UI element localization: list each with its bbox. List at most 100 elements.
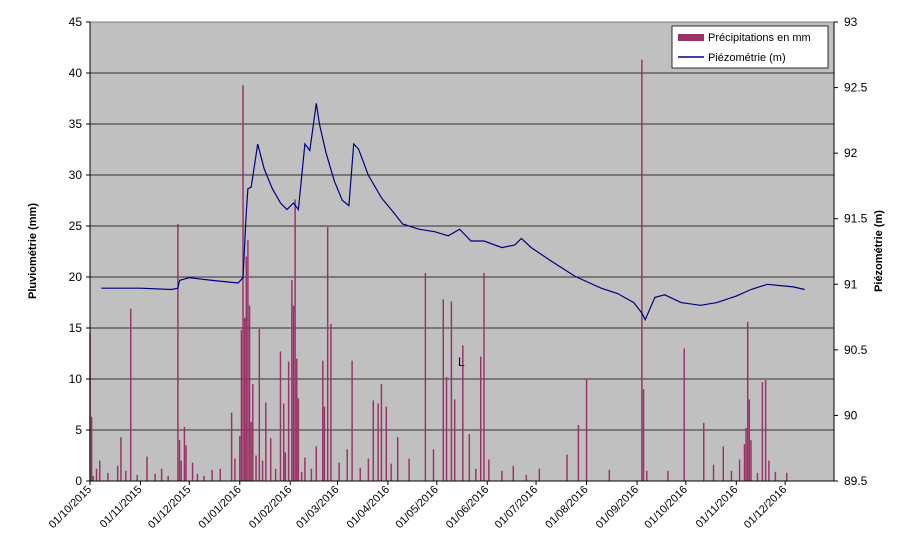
left-tick-label: 5 xyxy=(75,423,82,437)
precipitation-bar xyxy=(296,358,298,481)
precipitation-bar xyxy=(240,330,243,481)
precipitation-bar xyxy=(283,403,285,481)
left-tick-label: 10 xyxy=(69,372,83,386)
precipitation-bar xyxy=(297,398,300,481)
precipitation-bar xyxy=(525,474,528,481)
precipitation-bar xyxy=(768,460,770,481)
precipitation-bar xyxy=(501,470,503,481)
precipitation-bar xyxy=(177,223,179,481)
left-tick-label: 15 xyxy=(69,321,83,335)
precipitation-bar xyxy=(185,445,187,481)
left-tick-label: 20 xyxy=(69,270,83,284)
precipitation-bar xyxy=(488,459,490,481)
left-tick-label: 35 xyxy=(69,117,83,131)
right-tick-label: 90 xyxy=(844,408,858,422)
precipitation-bar xyxy=(95,468,98,481)
legend-box xyxy=(671,25,829,69)
precipitation-bar xyxy=(377,403,379,481)
precipitation-bar xyxy=(90,416,93,481)
precipitation-bar xyxy=(274,468,277,481)
precipitation-bar xyxy=(323,406,326,481)
precipitation-bar xyxy=(538,468,541,481)
precipitation-bar xyxy=(120,437,122,481)
precipitation-bar xyxy=(442,299,445,481)
precipitation-bar xyxy=(304,457,306,481)
precipitation-bar xyxy=(92,475,94,481)
precipitation-bar xyxy=(351,360,353,481)
precipitation-bar xyxy=(248,305,251,481)
right-tick-label: 91 xyxy=(844,277,858,291)
x-axis-ticks: 01/10/2015 01/11/2015 01/12/2015 01/01/2016… xyxy=(47,480,834,531)
precipitation-bar xyxy=(160,468,163,481)
precipitation-bar xyxy=(764,380,767,481)
legend-swatch-bars xyxy=(678,34,704,41)
precipitation-bar xyxy=(512,465,515,481)
precipitation-bar xyxy=(99,460,101,481)
left-tick-label: 45 xyxy=(69,15,83,29)
precipitation-bar xyxy=(230,412,233,481)
precipitation-bar xyxy=(250,421,252,481)
precipitation-bar xyxy=(247,240,249,481)
precipitation-bar xyxy=(239,436,241,481)
precipitation-bar xyxy=(468,434,471,481)
x-tick-label: 01/08/2016 xyxy=(543,484,590,531)
x-tick-label: 01/10/2016 xyxy=(643,484,690,531)
precipitation-bar xyxy=(125,470,127,481)
precipitation-bar xyxy=(746,321,749,481)
precipitation-bar xyxy=(450,301,453,481)
precipitation-bar xyxy=(196,473,199,481)
left-tick-label: 0 xyxy=(75,474,82,488)
precipitation-bar xyxy=(287,361,290,481)
precipitation-bar xyxy=(380,384,383,481)
x-tick-label: 01/10/2015 xyxy=(47,484,94,531)
precipitation-bar xyxy=(396,437,399,481)
precipitation-bar xyxy=(475,468,477,481)
left-axis-ticks: 0 5 10 15 20 25 30 35 40 45 xyxy=(69,15,91,488)
precipitation-bar xyxy=(774,471,777,481)
precipitation-bar xyxy=(234,458,236,481)
precipitation-bar xyxy=(372,400,375,481)
precipitation-bar xyxy=(667,470,669,481)
right-tick-label: 89.5 xyxy=(844,474,868,488)
precipitation-bar xyxy=(116,465,119,481)
precipitation-bar xyxy=(424,272,427,481)
precipitation-bar xyxy=(577,424,580,481)
legend-label-bars: Précipitations en mm xyxy=(708,32,811,44)
x-tick-label: 01/02/2016 xyxy=(247,484,294,531)
precipitation-bar xyxy=(608,469,611,481)
precipitation-bar xyxy=(432,449,435,481)
precipitation-bar xyxy=(279,351,282,481)
legend: Précipitations en mm Piézométrie (m) xyxy=(671,25,829,69)
precipitation-bar xyxy=(566,454,568,481)
precipitation-bar xyxy=(738,459,741,481)
precipitation-bar xyxy=(585,379,588,481)
precipitation-bar xyxy=(761,382,764,481)
precipitation-bar xyxy=(258,329,261,481)
left-axis-title: Pluviométrie (mm) xyxy=(27,203,39,299)
precipitation-bar xyxy=(750,440,752,481)
precipitation-bar xyxy=(180,460,182,481)
precipitation-bar xyxy=(346,449,348,481)
precipitation-bar xyxy=(390,463,392,481)
precipitation-bar xyxy=(462,345,464,481)
piezometry-line xyxy=(101,103,805,322)
precipitation-bar xyxy=(265,402,267,481)
x-tick-label: 01/06/2016 xyxy=(444,484,491,531)
precipitation-bar xyxy=(291,280,293,481)
precipitation-bar xyxy=(107,472,109,481)
precipitation-bar xyxy=(284,452,287,481)
precipitation-bar xyxy=(756,472,759,481)
precipitation-bar xyxy=(483,272,485,481)
precipitation-bar xyxy=(203,475,205,481)
x-tick-label: 01/09/2016 xyxy=(594,484,641,531)
x-tick-label: 01/04/2016 xyxy=(345,484,392,531)
precipitation-bar xyxy=(326,227,329,481)
precipitation-bar xyxy=(219,468,221,481)
precipitation-bar xyxy=(748,399,751,481)
right-tick-label: 93 xyxy=(844,15,858,29)
precipitation-bar xyxy=(178,440,181,481)
precipitation-bar xyxy=(743,444,746,481)
precipitation-bar xyxy=(330,323,332,481)
